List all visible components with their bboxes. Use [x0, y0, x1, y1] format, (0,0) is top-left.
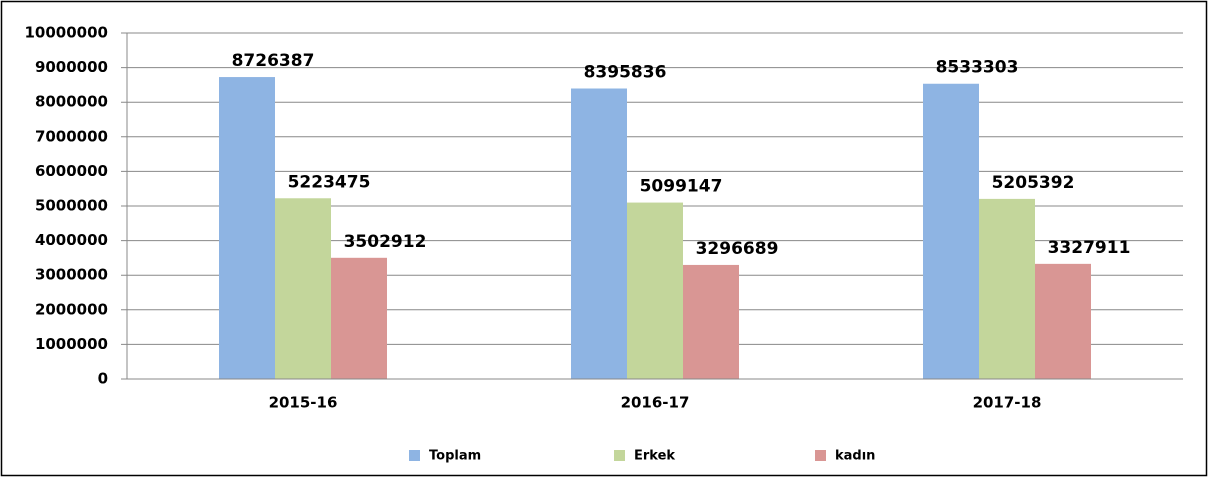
x-tick-label: 2015-16 [269, 394, 338, 412]
y-tick-label: 2000000 [35, 300, 108, 318]
data-label: 8533303 [936, 58, 1019, 78]
data-label: 8726387 [232, 51, 315, 71]
x-tick-label: 2016-17 [621, 394, 690, 412]
data-label: 3502912 [344, 232, 427, 252]
data-label: 5223475 [288, 172, 371, 192]
bar [923, 83, 979, 380]
y-tick-label: 6000000 [35, 162, 108, 180]
bar [683, 264, 739, 379]
y-tick-label: 1000000 [35, 335, 108, 353]
y-tick-label: 0 [98, 370, 108, 388]
bar [219, 77, 275, 379]
y-tick-label: 8000000 [35, 93, 108, 111]
y-tick-label: 4000000 [35, 231, 108, 249]
data-label: 5205392 [992, 173, 1075, 193]
y-tick-label: 7000000 [35, 127, 108, 145]
bar [571, 88, 627, 379]
bar [627, 202, 683, 379]
legend-swatch [815, 450, 826, 461]
bar [331, 257, 387, 379]
bar [1035, 263, 1091, 379]
legend-label: Toplam [429, 449, 481, 464]
legend-label: kadın [835, 449, 875, 464]
y-tick-label: 10000000 [25, 24, 109, 42]
y-tick-label: 9000000 [35, 58, 108, 76]
bar [979, 198, 1035, 379]
legend-swatch [409, 450, 420, 461]
legend-label: Erkek [634, 449, 675, 464]
bar [275, 198, 331, 379]
data-label: 3327911 [1048, 238, 1131, 258]
legend-swatch [614, 450, 625, 461]
data-label: 8395836 [584, 63, 667, 83]
y-tick-label: 3000000 [35, 266, 108, 284]
y-tick-label: 5000000 [35, 197, 108, 215]
data-label: 3296689 [696, 239, 779, 259]
data-label: 5099147 [640, 177, 723, 197]
x-tick-label: 2017-18 [973, 394, 1042, 412]
